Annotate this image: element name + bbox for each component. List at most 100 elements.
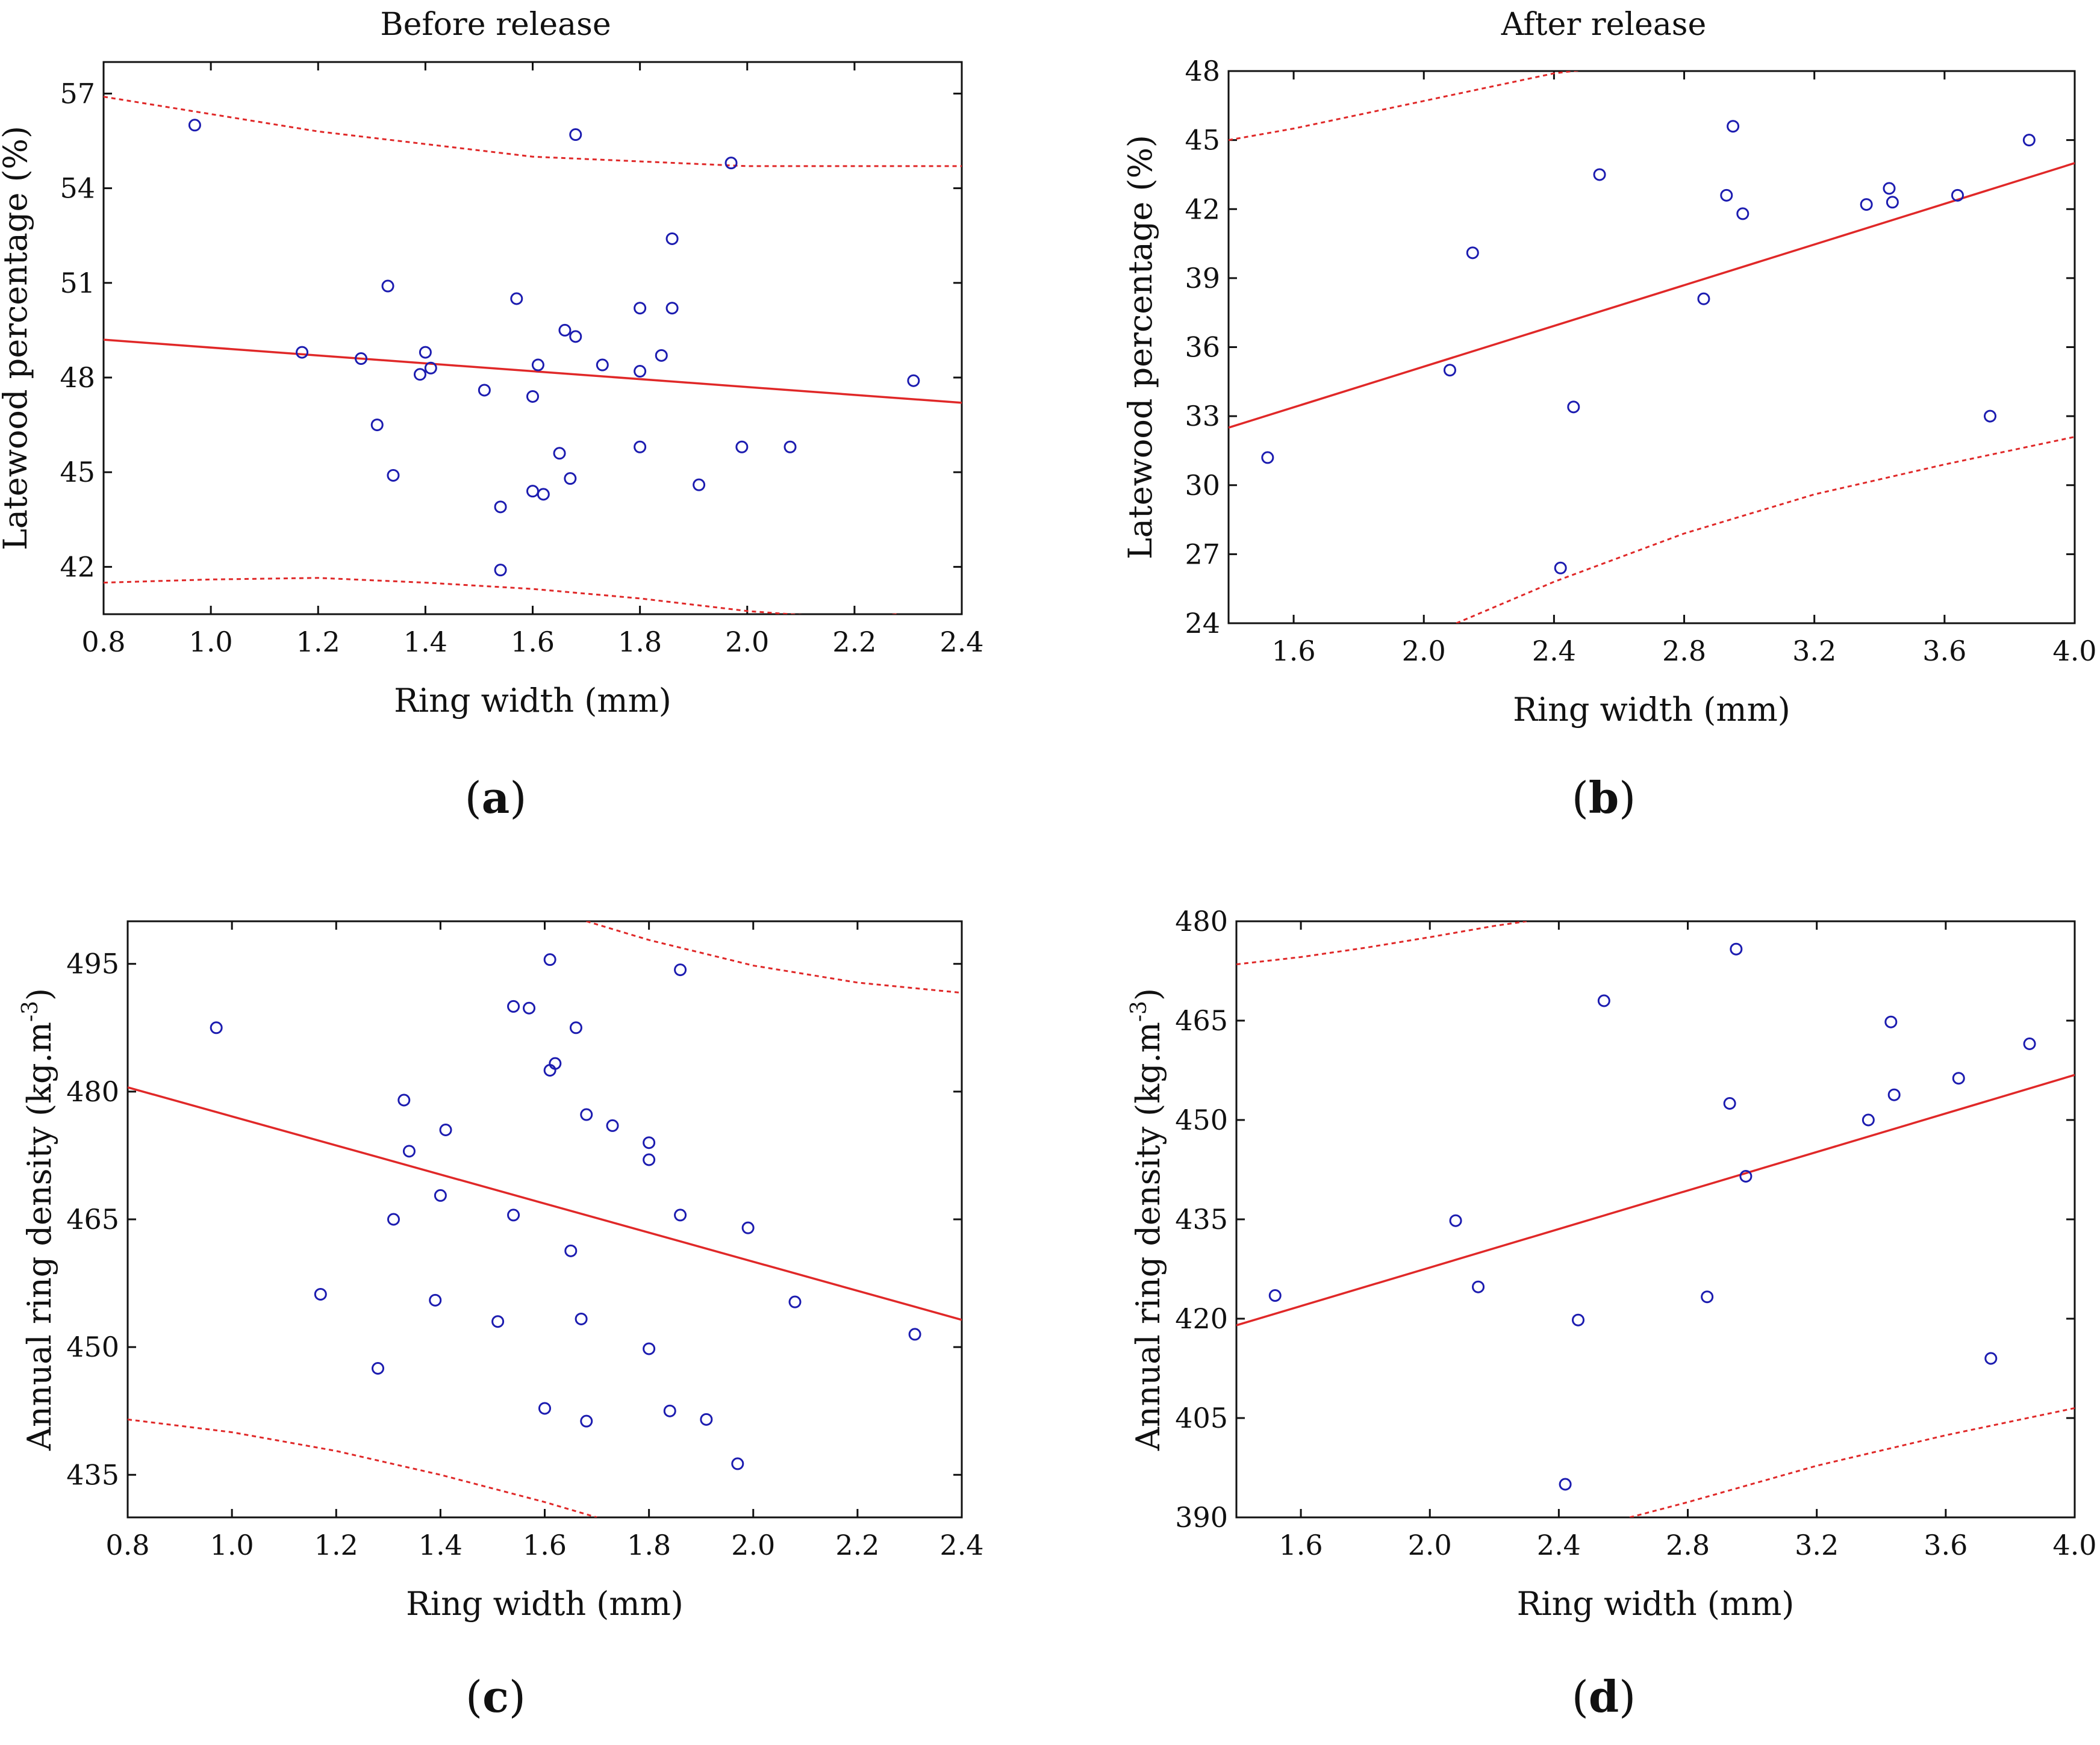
data-point [643, 1342, 656, 1355]
data-point [526, 390, 539, 403]
data-point [1951, 188, 1964, 202]
data-point [424, 361, 437, 375]
x-tick-label: 1.6 [1279, 1529, 1323, 1561]
y-tick-label: 480 [1175, 905, 1228, 938]
x-tick-label: 4.0 [2052, 1529, 2096, 1561]
x-tick-label: 1.6 [1271, 635, 1315, 667]
data-point [569, 1021, 582, 1034]
y-tick-label: 495 [66, 948, 119, 980]
confidence-band-upper [104, 96, 962, 167]
x-tick-label: 2.0 [1402, 635, 1446, 667]
regression-line [1236, 1074, 2075, 1327]
y-tick-label: 450 [66, 1331, 119, 1363]
regression-line [1229, 162, 2075, 429]
chart-panel-d: 1.6 2.0 2.4 2.8 3.2 3.6 4.0 390 405 420 435 450 465 4… [1127, 905, 2097, 1722]
data-point [439, 1124, 452, 1136]
data-point [1886, 196, 1899, 209]
data-point [296, 346, 309, 359]
x-tick-label: 3.6 [1924, 1529, 1968, 1561]
data-point [1567, 400, 1580, 414]
data-point [1884, 1015, 1898, 1028]
y-tick-label: 57 [60, 77, 95, 110]
data-point [731, 1457, 744, 1470]
x-tick-label: 2.4 [1532, 635, 1576, 667]
data-point [724, 157, 738, 170]
plot-area [128, 921, 962, 1517]
plot-area [1236, 921, 2075, 1517]
y-axis-label-close: ) [1129, 988, 1167, 1001]
y-tick-label: 42 [60, 550, 95, 583]
data-point [674, 963, 687, 977]
panel-label-letter: a [482, 772, 510, 823]
y-axis-label: Latewood percentage (%) [0, 126, 34, 550]
x-axis-label: Ring width (mm) [394, 682, 671, 720]
y-axis-label-superscript: -3 [1127, 1001, 1151, 1022]
y-axis-label-text: Latewood percentage (%) [0, 126, 34, 550]
data-point [663, 1404, 676, 1417]
data-point [210, 1021, 223, 1034]
data-point [478, 384, 491, 397]
data-point [1730, 942, 1743, 956]
panel-label-close: ) [509, 773, 526, 823]
data-point [370, 418, 384, 432]
data-point [381, 279, 394, 293]
x-tick-label: 2.4 [939, 1529, 983, 1561]
x-tick-label: 2.0 [731, 1529, 775, 1561]
x-tick-label: 2.0 [725, 626, 769, 658]
data-point [510, 292, 523, 305]
data-point [1597, 994, 1610, 1007]
data-point [643, 1136, 656, 1149]
data-point [1443, 364, 1456, 377]
y-tick-label: 480 [66, 1075, 119, 1108]
data-point [693, 478, 706, 491]
panel-label: (b) [1572, 772, 1636, 823]
data-point [674, 1208, 687, 1222]
plot-frame [102, 61, 963, 615]
x-tick-label: 2.8 [1662, 635, 1706, 667]
x-tick-label: 3.6 [1922, 635, 1966, 667]
column-title-before-release: Before release [380, 7, 611, 43]
data-point [735, 440, 749, 453]
x-tick-label: 1.8 [618, 626, 662, 658]
y-axis-label-text: Annual ring density (kg.m [1129, 1022, 1167, 1451]
y-tick-label: 48 [60, 361, 95, 394]
data-point [1720, 188, 1733, 202]
data-point [907, 374, 920, 387]
data-point [1952, 1072, 1965, 1085]
plot-area [104, 96, 962, 614]
panel-label-close: ) [1619, 773, 1636, 823]
x-tick-label: 1.6 [523, 1529, 567, 1561]
chart-panel-a: 0.8 1.0 1.2 1.4 1.6 1.8 2.0 2.2 2.4 42 45 48 51 54 57 R… [0, 61, 984, 823]
y-tick-label: 405 [1175, 1402, 1228, 1434]
x-tick-label: 0.8 [105, 1529, 149, 1561]
data-point [606, 1119, 619, 1132]
data-point [655, 349, 668, 362]
x-tick-label: 3.2 [1792, 635, 1836, 667]
y-tick-label: 465 [66, 1203, 119, 1236]
data-point [741, 1221, 755, 1234]
plot-area [1229, 71, 2075, 623]
data-point [596, 358, 609, 372]
confidence-band-upper [586, 921, 962, 994]
panel-label-open: ( [466, 1672, 482, 1722]
data-point [558, 323, 572, 337]
panel-label-open: ( [465, 773, 482, 823]
data-point [1887, 1088, 1901, 1101]
data-point [1697, 292, 1710, 305]
confidence-band-upper [1236, 921, 1527, 965]
data-point [569, 128, 582, 142]
data-point [314, 1287, 327, 1301]
data-point [2022, 134, 2036, 147]
data-point [700, 1413, 713, 1426]
panel-label-close: ) [509, 1672, 526, 1722]
confidence-band-lower [1629, 1407, 2075, 1517]
panel-label-open: ( [1572, 773, 1589, 823]
data-point [419, 346, 432, 359]
data-point [1862, 1113, 1875, 1127]
data-point [188, 119, 201, 132]
data-point [564, 472, 577, 485]
x-tick-label: 1.0 [210, 1529, 254, 1561]
panel-label: (d) [1572, 1671, 1636, 1722]
data-point [580, 1414, 593, 1428]
panel-label: (a) [465, 772, 527, 823]
